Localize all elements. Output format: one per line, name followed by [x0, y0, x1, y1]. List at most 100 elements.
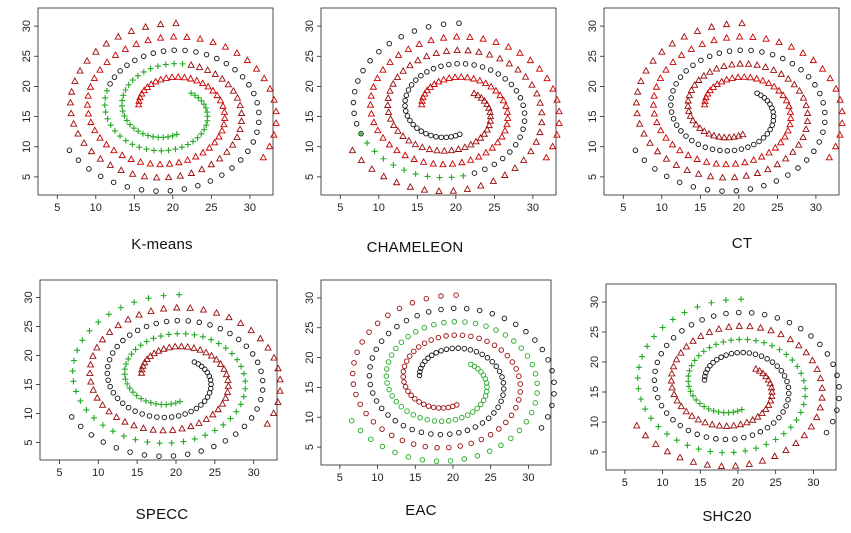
data-point [74, 129, 82, 137]
data-point [98, 335, 107, 343]
data-point [193, 405, 200, 412]
data-point [430, 65, 437, 72]
data-point [818, 64, 827, 72]
x-tick-label: 10 [92, 467, 104, 479]
data-point [451, 319, 458, 325]
data-point [198, 448, 204, 454]
data-point [124, 184, 131, 190]
data-point [783, 403, 789, 409]
data-point [138, 395, 145, 402]
data-point [677, 422, 684, 429]
data-point [454, 145, 463, 152]
data-point [551, 379, 557, 385]
data-point [430, 80, 438, 87]
data-point [176, 398, 183, 405]
data-point [418, 143, 427, 151]
data-point [652, 368, 658, 375]
data-point [121, 366, 128, 373]
data-point [96, 133, 104, 141]
data-point [655, 423, 662, 430]
data-point [658, 402, 665, 409]
data-point [722, 20, 731, 28]
data-point [368, 436, 374, 442]
data-point [800, 431, 809, 439]
data-point [682, 407, 691, 415]
data-point [191, 152, 200, 160]
data-point [551, 391, 557, 397]
data-point [129, 389, 136, 396]
data-point [188, 90, 195, 97]
data-point [220, 107, 229, 115]
x-tick-label: 10 [373, 202, 385, 214]
data-point [758, 409, 766, 416]
data-point [218, 74, 226, 82]
data-point [134, 72, 141, 79]
data-point [726, 48, 733, 54]
data-point [520, 102, 526, 109]
data-point [789, 148, 797, 155]
data-point [486, 448, 493, 454]
data-point [440, 146, 449, 154]
data-point [87, 147, 96, 155]
data-point [650, 91, 658, 99]
data-point [534, 380, 540, 387]
data-point [715, 409, 722, 416]
data-point [468, 333, 474, 340]
data-point [728, 60, 736, 68]
data-point [438, 293, 444, 299]
data-point [817, 341, 823, 348]
data-point [389, 393, 395, 399]
y-tick-label: 25 [21, 50, 33, 62]
data-point [398, 339, 405, 345]
data-point [836, 130, 844, 138]
y-tick-label: 20 [304, 351, 316, 363]
data-point [498, 132, 506, 140]
data-point [749, 33, 757, 40]
data-point [455, 345, 461, 351]
data-point [405, 333, 411, 340]
data-point [771, 143, 780, 151]
data-point [171, 47, 177, 53]
data-point [710, 407, 717, 414]
data-point [802, 125, 810, 133]
data-point [174, 317, 181, 324]
data-point [425, 145, 434, 153]
data-point [532, 371, 539, 377]
data-point [836, 95, 844, 103]
data-point [772, 436, 779, 443]
data-point [685, 373, 692, 380]
data-point [769, 51, 776, 58]
data-point [650, 109, 659, 117]
data-point [689, 116, 697, 124]
data-point [128, 351, 135, 358]
data-point [701, 96, 709, 104]
data-point [392, 449, 398, 456]
data-point [408, 82, 415, 88]
data-point [812, 82, 818, 88]
data-point [732, 436, 738, 442]
data-point [119, 400, 126, 407]
data-point [222, 438, 229, 444]
data-point [548, 142, 557, 150]
data-point [745, 144, 751, 150]
data-point [418, 365, 424, 372]
data-point [487, 67, 494, 73]
data-point [156, 160, 164, 168]
data-point [775, 86, 783, 94]
data-point [159, 304, 168, 312]
data-point [423, 130, 429, 137]
data-point [385, 312, 391, 319]
data-point [412, 396, 418, 402]
data-point [182, 330, 189, 337]
data-point [144, 132, 151, 139]
data-point [831, 142, 840, 150]
data-point [134, 100, 143, 108]
data-point [452, 32, 461, 40]
plot-frame [320, 279, 552, 466]
caption-ct: CT [731, 235, 753, 252]
x-tick-label: 5 [622, 477, 628, 489]
data-point [787, 424, 794, 431]
data-point [84, 91, 92, 99]
data-point [475, 48, 483, 55]
data-point [392, 418, 399, 424]
